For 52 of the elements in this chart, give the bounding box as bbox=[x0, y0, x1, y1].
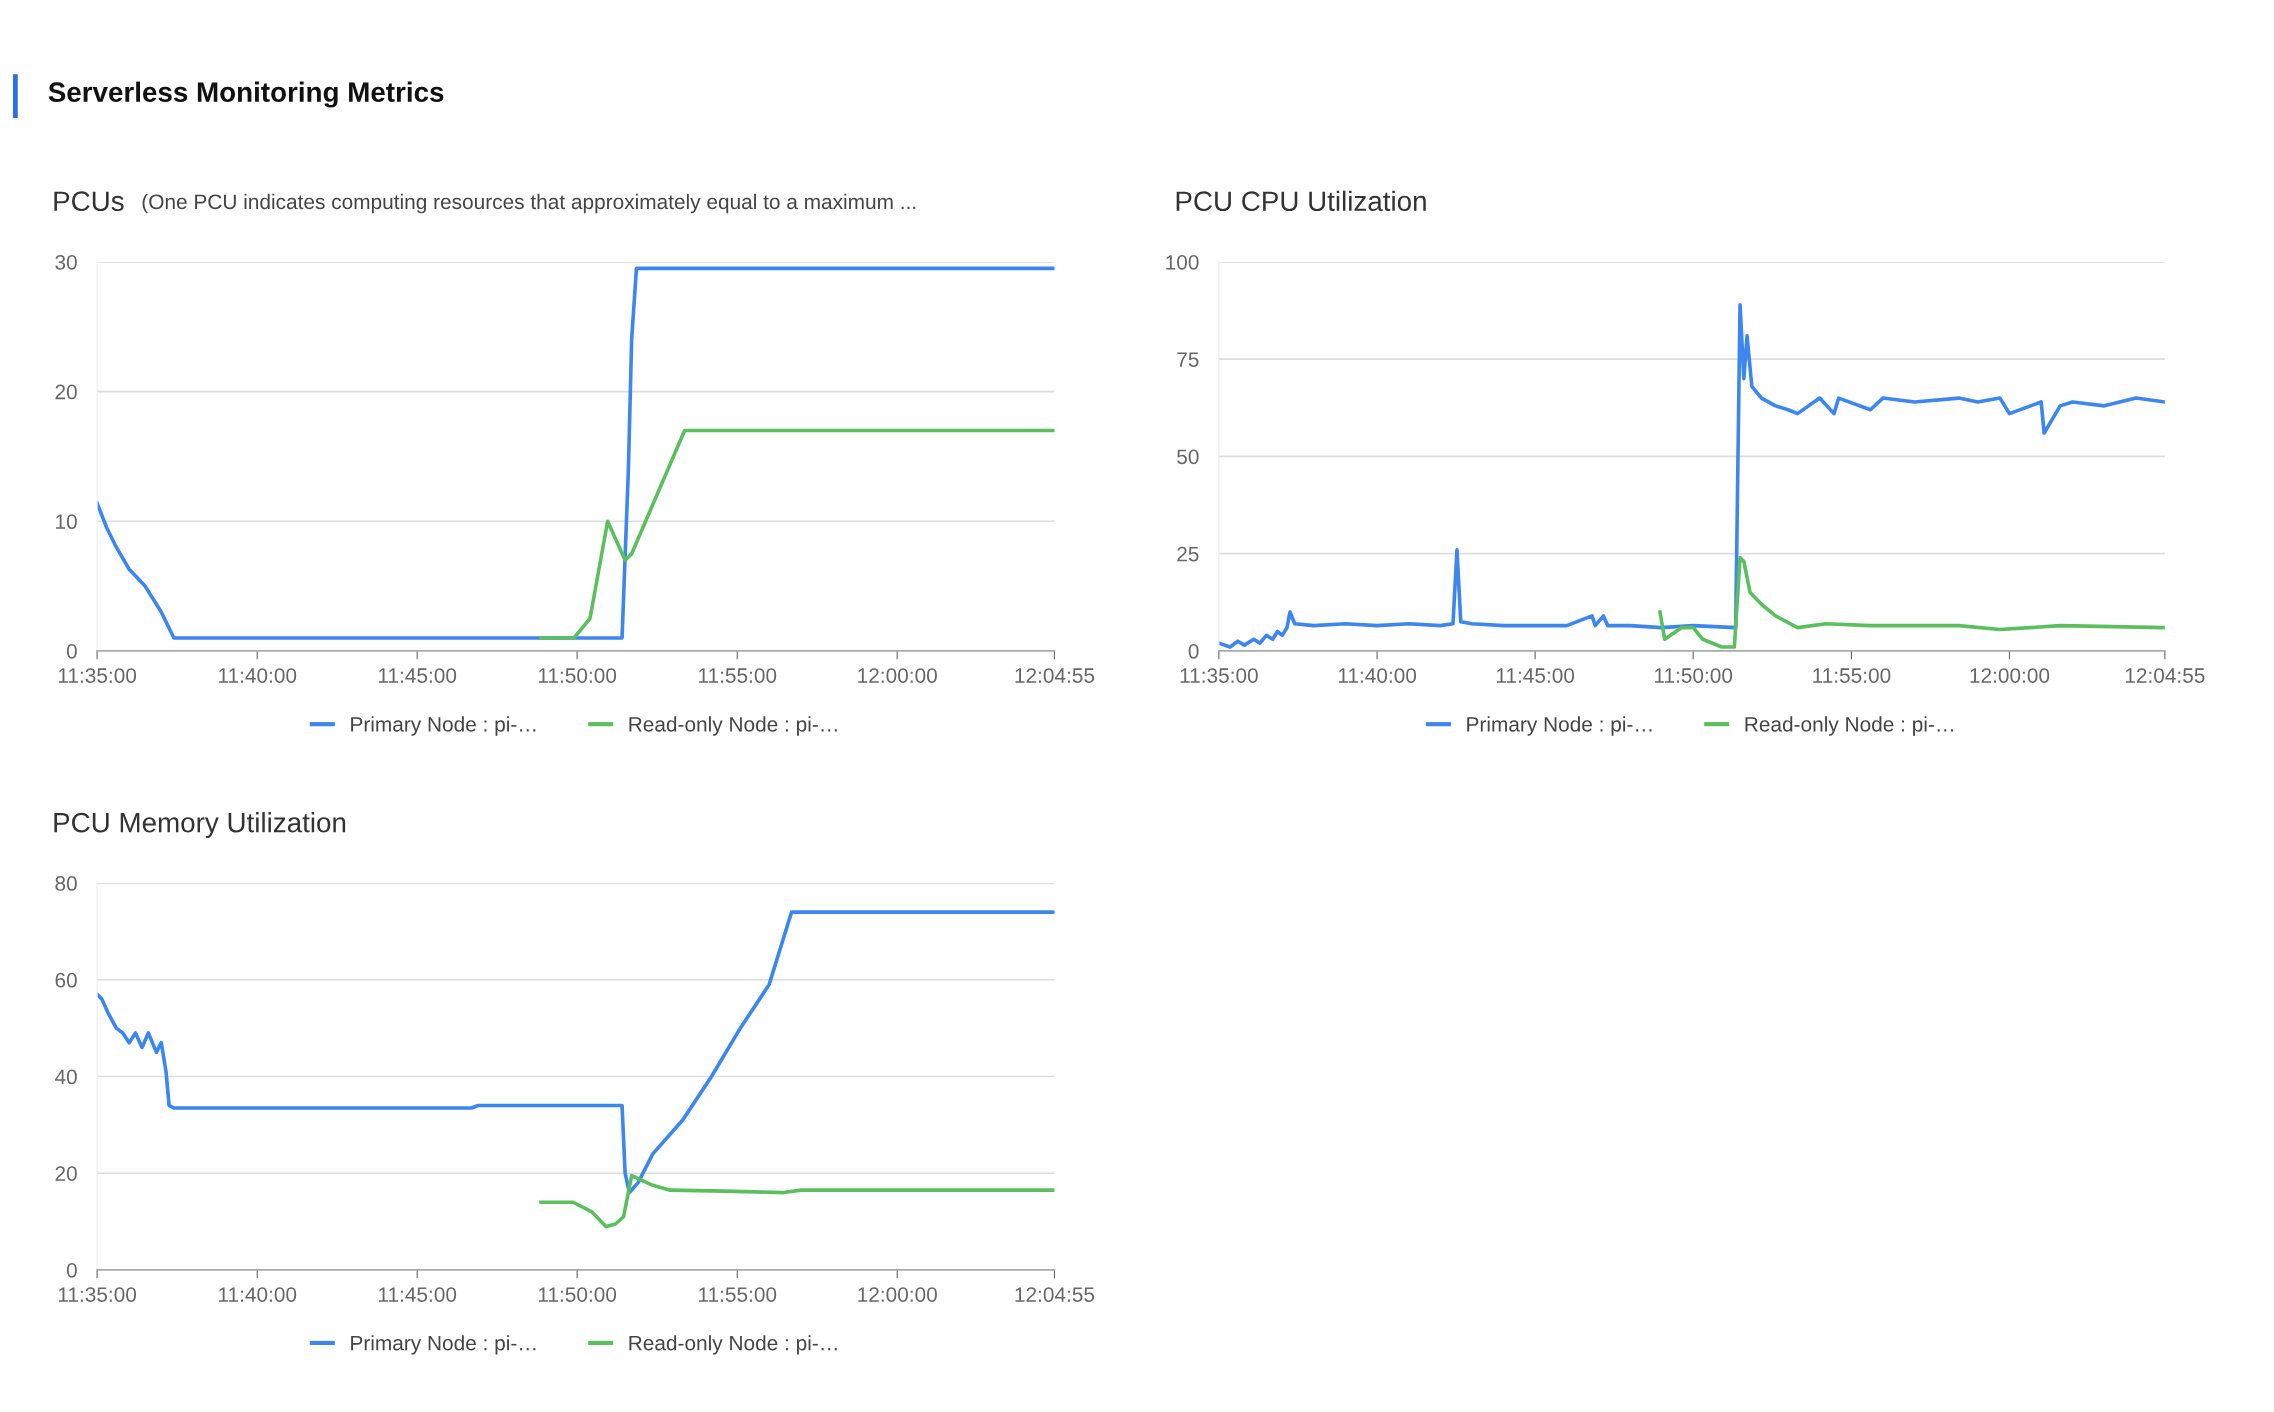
legend-label: Primary Node : pi-… bbox=[351, 716, 536, 736]
x-tick-label: 11:35:00 bbox=[58, 1287, 137, 1302]
x-tick-label: 11:35:00 bbox=[58, 668, 137, 683]
legend-label: Primary Node : pi-… bbox=[1467, 716, 1652, 736]
chart-title: PCUs bbox=[54, 191, 124, 212]
y-tick-label: 10 bbox=[56, 514, 77, 530]
chart-title: PCU CPU Utilization bbox=[1176, 190, 1426, 212]
legend-label: Read-only Node : pi-… bbox=[629, 1335, 837, 1355]
x-tick-label: 11:50:00 bbox=[538, 668, 617, 683]
y-tick-label: 75 bbox=[1177, 352, 1199, 367]
y-tick-label: 25 bbox=[1177, 546, 1199, 562]
x-tick-label: 11:45:00 bbox=[378, 668, 457, 683]
y-tick-label: 100 bbox=[1166, 254, 1199, 270]
x-tick-label: 11:40:00 bbox=[219, 668, 297, 683]
line-series bbox=[539, 428, 1055, 640]
line-series bbox=[97, 266, 1055, 640]
x-tick-label: 12:04:55 bbox=[1015, 668, 1095, 683]
x-tick-label: 11:50:00 bbox=[1655, 668, 1733, 683]
x-tick-label: 12:00:00 bbox=[858, 668, 937, 683]
legend-label: Read-only Node : pi-… bbox=[629, 716, 837, 736]
x-tick-label: 11:45:00 bbox=[378, 1287, 457, 1302]
x-tick-label: 11:50:00 bbox=[538, 1287, 617, 1302]
x-tick-label: 11:35:00 bbox=[1180, 668, 1258, 683]
x-tick-label: 11:40:00 bbox=[1338, 668, 1417, 683]
line-series bbox=[1218, 302, 2165, 649]
y-tick-label: 50 bbox=[1177, 449, 1199, 465]
x-tick-label: 12:00:00 bbox=[1970, 668, 2050, 683]
x-tick-label: 12:04:55 bbox=[1015, 1287, 1095, 1302]
line-series bbox=[97, 910, 1055, 1195]
x-tick-label: 11:45:00 bbox=[1496, 668, 1575, 683]
chart-title: PCU Memory Utilization bbox=[54, 812, 346, 838]
x-tick-label: 11:55:00 bbox=[699, 1287, 777, 1302]
x-tick-label: 11:40:00 bbox=[219, 1287, 297, 1302]
y-tick-label: 0 bbox=[66, 1262, 77, 1278]
y-tick-label: 30 bbox=[55, 254, 77, 270]
legend-label: Primary Node : pi-… bbox=[351, 1335, 536, 1355]
line-series bbox=[539, 1173, 1055, 1229]
y-tick-label: 40 bbox=[54, 1069, 77, 1085]
y-tick-label: 80 bbox=[55, 876, 77, 891]
x-tick-label: 12:00:00 bbox=[858, 1287, 937, 1302]
chart-subtitle: (One PCU indicates computing resources that approximately equal to a maximum ... bbox=[142, 193, 916, 214]
y-tick-label: 0 bbox=[66, 643, 77, 659]
y-tick-label: 0 bbox=[1188, 643, 1199, 659]
x-tick-label: 12:04:55 bbox=[2125, 668, 2205, 683]
legend-label: Read-only Node : pi-… bbox=[1745, 716, 1953, 736]
line-series bbox=[1658, 555, 2165, 649]
x-tick-label: 11:55:00 bbox=[699, 668, 777, 683]
y-tick-label: 20 bbox=[55, 384, 77, 400]
y-tick-label: 20 bbox=[55, 1166, 77, 1181]
text: Serverless Monitoring Metrics bbox=[48, 81, 444, 108]
y-tick-label: 60 bbox=[55, 972, 77, 988]
x-tick-label: 11:55:00 bbox=[1813, 668, 1891, 683]
